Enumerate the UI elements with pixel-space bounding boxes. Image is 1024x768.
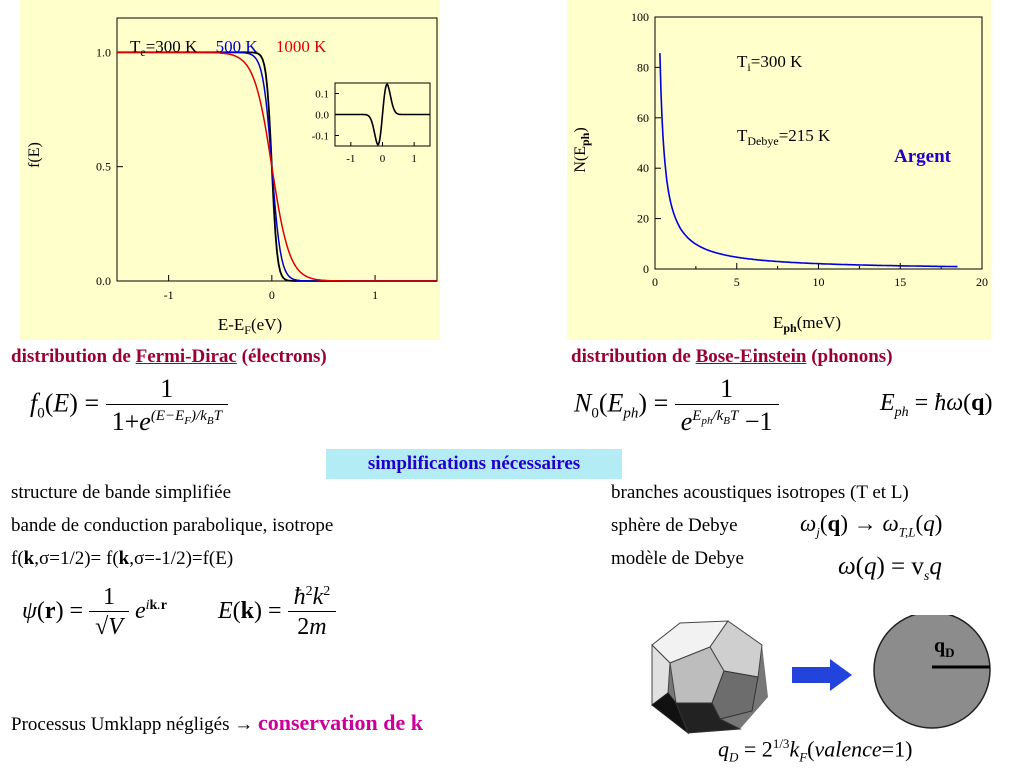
be-ytick-label: 0 [643, 262, 649, 276]
inset-xtick-label: 0 [380, 153, 386, 165]
left-item-band-structure: structure de bande simplifiée [11, 482, 232, 503]
legend-500k: 500 K [216, 37, 259, 56]
wavefunction-equation: ψ(r) = 1 √V eik.r [22, 584, 167, 640]
fd-ytick-label: 0.5 [96, 160, 111, 174]
bose-einstein-plot-panel: 0 5 10 15 20 0 20 40 60 80 100 N(Eph) Eph(meV) Ti=… [567, 0, 991, 340]
caption-fermi-dirac: distribution de Fermi-Dirac (électrons) [11, 346, 327, 367]
umklapp-line: Processus Umklapp négligés → conservatio… [11, 710, 423, 735]
be-ytick-label: 40 [637, 161, 649, 175]
right-item-debye-model: modèle de Debye [611, 548, 744, 569]
be-argent-label: Argent [894, 146, 952, 167]
qd-label: qD [934, 635, 955, 660]
truncated-octahedron-icon [651, 620, 768, 735]
be-ti-label: Ti=300 K [737, 52, 803, 74]
fermi-dirac-link[interactable]: Fermi-Dirac [135, 346, 237, 367]
debye-linear-equation: ω(q) = vsq [838, 553, 942, 584]
fd-ytick-label: 1.0 [96, 45, 111, 59]
be-xtick-label: 20 [976, 275, 988, 289]
be-series-line [659, 53, 958, 268]
inset-ytick-label: 0.0 [315, 110, 329, 122]
fd-xtick-label: -1 [164, 288, 174, 302]
dispersion-isotropy-equation: ωj(q) → ωT,L(q) [800, 511, 943, 540]
inset-ytick-label: -0.1 [312, 131, 329, 143]
caption-bose-einstein: distribution de Bose-Einstein (phonons) [571, 346, 893, 367]
legend-300k: Te=300 K [130, 37, 198, 59]
inset-line [335, 83, 430, 146]
spin-degeneracy-line: f(k,σ=1/2)= f(k,σ=-1/2)=f(E) [11, 548, 234, 569]
right-arrow-icon [792, 659, 852, 691]
fd-xlabel: E-EF(eV) [218, 315, 282, 337]
bose-einstein-equation: N0(Eph) = 1 eEph/kBT −1 [574, 374, 779, 437]
dispersion-equation: E(k) = ħ2k2 2m [218, 584, 337, 641]
inset-xtick-label: -1 [346, 153, 355, 165]
fd-ylabel: f(E) [26, 142, 43, 168]
right-item-debye-sphere: sphère de Debye [611, 515, 738, 536]
simplifications-banner: simplifications nécessaires [326, 449, 622, 479]
be-xtick-label: 10 [813, 275, 825, 289]
fd-legend: Te=300 K 500 K 1000 K [130, 37, 327, 59]
phonon-energy-equation: Eph = ħω(q) [880, 390, 993, 420]
fermi-dirac-equation: f0(E) = 1 1+e(E−EF)/kBT [30, 374, 228, 437]
be-ytick-label: 80 [637, 60, 649, 74]
bose-einstein-link[interactable]: Bose-Einstein [695, 346, 807, 367]
be-xtick-label: 15 [894, 275, 906, 289]
right-item-acoustic: branches acoustiques isotropes (T et L) [611, 482, 909, 503]
fd-xtick-label: 0 [269, 288, 275, 302]
be-ytick-label: 100 [631, 10, 649, 24]
be-xtick-label: 0 [652, 275, 658, 289]
fermi-dirac-chart: -1 0 1 0.0 0.5 1.0 f(E) E-EF(eV) Te=300 K 500… [26, 17, 438, 337]
be-xlabel: Eph(meV) [773, 313, 841, 335]
inset-xtick-label: 1 [411, 153, 417, 165]
be-xtick-label: 5 [734, 275, 740, 289]
conservation-highlight: conservation de k [257, 710, 423, 735]
be-ytick-label: 60 [637, 111, 649, 125]
legend-1000k: 1000 K [276, 37, 327, 56]
fd-series-line [117, 51, 437, 282]
brillouin-zone-illustration: qD [651, 615, 991, 735]
fermi-dirac-plot-panel: -1 0 1 0.0 0.5 1.0 f(E) E-EF(eV) Te=300 K 500… [20, 0, 440, 340]
qd-equation: qD = 21/3kF(valence=1) [718, 736, 913, 765]
be-ylabel: N(Eph) [572, 127, 592, 172]
fd-xtick-label: 1 [372, 288, 378, 302]
inset-ytick-label: 0.1 [315, 89, 329, 101]
debye-sphere [873, 615, 991, 729]
fd-ytick-label: 0.0 [96, 274, 111, 288]
bose-einstein-chart: 0 5 10 15 20 0 20 40 60 80 100 N(Eph) Eph(meV) Ti=… [572, 10, 988, 335]
left-item-conduction-band: bande de conduction parabolique, isotrop… [11, 515, 334, 536]
fd-plot-frame [116, 17, 438, 282]
be-ytick-label: 20 [637, 212, 649, 226]
be-tdebye-label: TDebye=215 K [737, 126, 831, 148]
